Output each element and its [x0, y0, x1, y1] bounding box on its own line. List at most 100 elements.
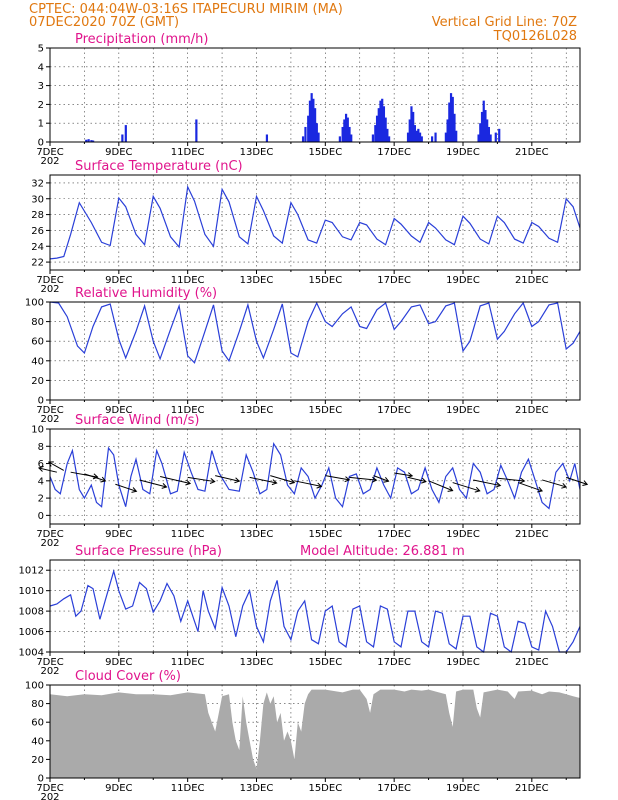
- y-tick-label: 40: [31, 736, 44, 747]
- panel-frame: [49, 428, 581, 525]
- x-tick-label: 15DEC: [308, 783, 342, 794]
- precip-bar: [346, 117, 349, 142]
- y-tick-label: 32: [31, 178, 44, 189]
- precip-bar: [379, 100, 382, 142]
- precip-bar: [387, 136, 391, 142]
- panel-title: Surface Pressure (hPa): [75, 544, 222, 559]
- precip-bar: [412, 111, 415, 142]
- x-tick-label: 11DEC: [171, 275, 205, 286]
- wind-vector-head: [474, 486, 481, 493]
- precip-bar: [449, 93, 453, 142]
- y-tick-label: 28: [31, 210, 44, 221]
- x-tick-label: 7DEC: [36, 657, 63, 668]
- rh-series-line: [49, 301, 581, 364]
- precip-bar: [312, 98, 315, 142]
- y-tick-label: 100: [25, 681, 44, 692]
- precip-bar: [341, 126, 344, 142]
- x-tick-label: 7DEC: [36, 147, 63, 158]
- panel-surface-wind: Surface Wind (m/s) 0 2 4 6 8 10 7DEC 9DEC 11DEC 13…: [31, 413, 589, 549]
- wind-vector-head: [447, 486, 454, 492]
- y-tick-label: 60: [31, 718, 44, 729]
- precip-bar: [431, 136, 434, 142]
- x-tick-label: 9DEC: [105, 405, 132, 416]
- precip-bar: [453, 113, 456, 142]
- wind-vector-head: [407, 472, 414, 479]
- panel-surface-pressure: Surface Pressure (hPa) Model Altitude: 26…: [19, 544, 581, 677]
- panel-precipitation: Precipitation (mm/h) 0 1 2 3 4 5 7DEC 9DEC 11DEC 1…: [36, 32, 581, 167]
- wind-vector-head: [383, 476, 390, 483]
- panel-title: Surface Temperature (nC): [75, 159, 243, 174]
- panel-subtitle: Model Altitude: 26.881 m: [300, 544, 465, 559]
- x-tick-label: 21DEC: [515, 657, 549, 668]
- x-tick-year: 202: [40, 666, 59, 677]
- precip-bar: [314, 108, 317, 142]
- y-tick-label: 10: [31, 425, 44, 436]
- wind-vector: [84, 473, 106, 482]
- precip-bar: [479, 123, 482, 142]
- precip-bar: [381, 98, 384, 142]
- y-tick-label: 6: [38, 459, 44, 470]
- x-tick-label: 19DEC: [446, 147, 480, 158]
- precip-bar: [498, 128, 501, 142]
- precip-bar: [307, 115, 310, 142]
- y-tick-label: 22: [31, 258, 44, 269]
- y-tick-label: 20: [31, 755, 44, 766]
- y-tick-label: 2: [38, 100, 44, 111]
- wind-vector: [349, 476, 377, 481]
- wind-vector-head: [561, 482, 568, 489]
- precip-bar: [477, 134, 480, 142]
- wind-vector-head: [100, 476, 107, 483]
- x-tick-label: 21DEC: [515, 405, 549, 416]
- wind-vector: [160, 476, 191, 484]
- wind-vector-head: [37, 465, 44, 472]
- wind-vector: [294, 480, 322, 487]
- precip-bar: [494, 132, 497, 142]
- wind-vector: [566, 476, 588, 485]
- precip-bar: [343, 119, 346, 142]
- header-date: 07DEC2020 70Z (GMT): [29, 15, 179, 30]
- x-tick-label: 13DEC: [240, 657, 274, 668]
- precip-bar: [420, 136, 423, 142]
- y-tick-label: 100: [25, 298, 44, 309]
- wind-vector: [373, 475, 389, 482]
- panel-frame: [49, 301, 581, 401]
- panel-frame: [49, 174, 581, 271]
- precip-bar: [317, 132, 320, 142]
- precip-bar: [310, 93, 313, 142]
- x-tick-label: 17DEC: [377, 783, 411, 794]
- precip-bar: [377, 108, 380, 142]
- y-tick-label: 1008: [19, 607, 44, 618]
- y-tick-label: 0: [38, 396, 44, 407]
- precip-bar: [195, 119, 198, 142]
- x-tick-label: 11DEC: [171, 529, 205, 540]
- precip-bar: [92, 140, 95, 142]
- wind-vector-head: [519, 477, 526, 484]
- precip-bar: [486, 119, 489, 142]
- precip-bar: [374, 125, 377, 142]
- y-tick-label: 80: [31, 317, 44, 328]
- y-tick-label: 5: [38, 44, 44, 55]
- x-tick-label: 21DEC: [515, 275, 549, 286]
- wind-vector-head: [371, 476, 378, 483]
- x-tick-label: 11DEC: [171, 147, 205, 158]
- wind-vector: [452, 482, 480, 492]
- x-tick-label: 19DEC: [446, 529, 480, 540]
- x-tick-label: 11DEC: [171, 405, 205, 416]
- wind-vector: [38, 467, 57, 473]
- x-tick-label: 11DEC: [171, 783, 205, 794]
- precip-bar: [484, 110, 487, 142]
- x-tick-label: 11DEC: [171, 657, 205, 668]
- wind-vector-head: [185, 479, 192, 486]
- precip-bar: [348, 126, 351, 142]
- wind-vector: [517, 482, 543, 492]
- precip-bar: [124, 125, 127, 142]
- y-tick-label: 1: [38, 119, 44, 130]
- pres-series-line: [49, 568, 581, 654]
- x-tick-label: 9DEC: [105, 147, 132, 158]
- precip-bar: [304, 126, 307, 142]
- wind-vector-head: [344, 476, 351, 483]
- wind-vector: [394, 472, 413, 477]
- precip-bar: [451, 96, 454, 142]
- precip-bar: [448, 102, 451, 142]
